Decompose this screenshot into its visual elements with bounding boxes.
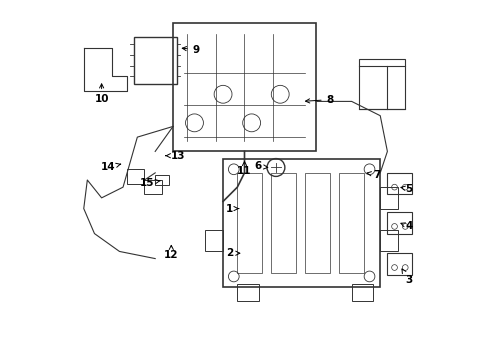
Bar	[386, 173, 411, 194]
Text: 10: 10	[94, 84, 109, 104]
Bar	[155, 175, 169, 185]
Text: 12: 12	[163, 246, 178, 260]
Bar	[351, 284, 372, 301]
Text: 11: 11	[237, 161, 251, 176]
Bar	[271, 173, 296, 273]
Bar	[205, 230, 223, 251]
Text: 14: 14	[101, 162, 121, 172]
Bar	[237, 173, 262, 273]
Text: 9: 9	[182, 45, 200, 55]
Bar	[339, 173, 364, 273]
Text: 3: 3	[401, 269, 411, 285]
Text: 2: 2	[225, 248, 239, 258]
Bar	[386, 253, 411, 275]
Text: 15: 15	[140, 178, 160, 188]
Text: 5: 5	[400, 184, 411, 194]
Text: 8: 8	[305, 95, 333, 105]
Bar	[358, 59, 405, 109]
Bar	[380, 230, 397, 251]
Bar	[237, 284, 258, 301]
Text: 1: 1	[225, 203, 238, 213]
Text: 7: 7	[366, 170, 380, 180]
Bar	[144, 180, 162, 194]
Bar	[173, 23, 315, 152]
Bar	[386, 212, 411, 234]
Text: 13: 13	[165, 151, 185, 161]
Text: 6: 6	[254, 161, 267, 171]
Text: 4: 4	[400, 221, 412, 231]
Bar	[305, 173, 329, 273]
Bar	[134, 37, 176, 84]
Bar	[380, 187, 397, 208]
Bar	[126, 169, 144, 184]
Bar	[223, 158, 380, 287]
